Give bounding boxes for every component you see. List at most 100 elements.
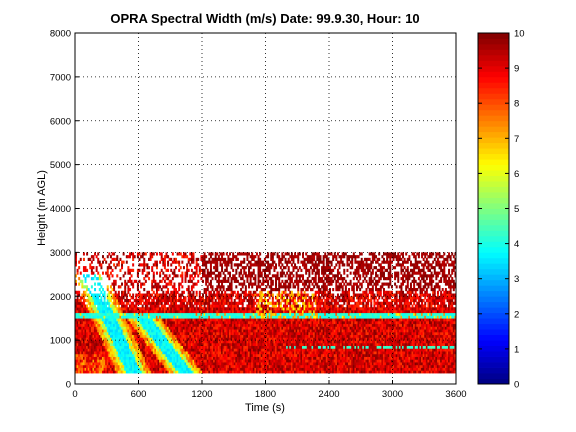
heatmap-cell	[254, 312, 257, 316]
heatmap-cell	[141, 271, 144, 275]
heatmap-cell	[95, 320, 98, 325]
heatmap-cell	[124, 304, 127, 308]
heatmap-cell	[79, 326, 82, 330]
heatmap-cell	[263, 307, 266, 311]
heatmap-cell	[290, 337, 293, 341]
heatmap-cell	[122, 293, 125, 297]
heatmap-cell	[109, 285, 112, 289]
heatmap-cell	[165, 274, 168, 278]
heatmap-cell	[298, 370, 301, 374]
heatmap-cell	[271, 323, 274, 327]
heatmap-cell	[267, 320, 270, 325]
heatmap-cell	[130, 331, 133, 336]
heatmap-cell	[230, 331, 233, 336]
heatmap-cell	[92, 255, 95, 259]
heatmap-cell	[286, 309, 289, 314]
heatmap-cell	[101, 326, 104, 330]
heatmap-cell	[186, 274, 189, 278]
heatmap-cell	[135, 296, 138, 300]
heatmap-cell	[89, 329, 92, 333]
heatmap-cell	[189, 353, 192, 357]
heatmap-cell	[230, 329, 233, 333]
heatmap-cell	[160, 257, 163, 261]
heatmap-cell	[192, 298, 195, 303]
heatmap-cell	[86, 315, 89, 319]
heatmap-cell	[146, 356, 149, 360]
heatmap-cell	[224, 320, 227, 325]
heatmap-cell	[203, 334, 206, 338]
heatmap-cell	[116, 342, 119, 347]
heatmap-cell	[292, 307, 295, 311]
heatmap-cell	[100, 370, 103, 374]
heatmap-cell	[111, 334, 114, 338]
heatmap-cell	[286, 340, 289, 344]
heatmap-cell	[252, 362, 255, 366]
heatmap-cell	[125, 364, 128, 368]
heatmap-cell	[197, 307, 200, 311]
heatmap-cell	[284, 307, 287, 311]
heatmap-cell	[259, 315, 262, 319]
heatmap-cell	[78, 356, 81, 360]
heatmap-cell	[128, 340, 131, 344]
heatmap-cell	[216, 304, 219, 308]
heatmap-cell	[187, 288, 190, 292]
heatmap-cell	[294, 351, 297, 355]
heatmap-cell	[114, 320, 117, 325]
heatmap-cell	[190, 293, 193, 297]
heatmap-cell	[108, 323, 111, 327]
heatmap-cell	[111, 367, 114, 371]
heatmap-cell	[173, 274, 176, 278]
heatmap-cell	[124, 359, 127, 363]
heatmap-cell	[181, 345, 184, 349]
heatmap-cell	[122, 315, 125, 319]
heatmap-cell	[221, 279, 224, 283]
heatmap-cell	[203, 353, 206, 357]
heatmap-cell	[113, 279, 116, 283]
heatmap-cell	[81, 334, 84, 338]
heatmap-cell	[113, 329, 116, 333]
heatmap-cell	[200, 326, 203, 330]
heatmap-cell	[290, 323, 293, 327]
heatmap-cell	[182, 367, 185, 371]
heatmap-cell	[75, 356, 77, 360]
heatmap-cell	[216, 351, 219, 355]
heatmap-cell	[205, 318, 208, 322]
heatmap-cell	[241, 359, 244, 363]
heatmap-cell	[90, 329, 93, 333]
heatmap-cell	[279, 370, 282, 374]
heatmap-cell	[81, 307, 84, 311]
heatmap-cell	[154, 331, 157, 336]
heatmap-cell	[206, 304, 209, 308]
heatmap-cell	[181, 290, 184, 294]
heatmap-cell	[271, 345, 274, 349]
heatmap-cell	[167, 320, 170, 325]
heatmap-cell	[189, 296, 192, 300]
heatmap-cell	[200, 309, 203, 314]
heatmap-cell	[276, 359, 279, 363]
heatmap-cell	[103, 331, 106, 336]
heatmap-cell	[168, 367, 171, 371]
heatmap-cell	[197, 309, 200, 314]
heatmap-cell	[260, 367, 263, 371]
heatmap-cell	[203, 271, 206, 275]
heatmap-cell	[106, 255, 109, 259]
heatmap-cell	[75, 282, 77, 286]
heatmap-cell	[94, 362, 97, 366]
heatmap-cell	[159, 315, 162, 319]
heatmap-cell	[124, 342, 127, 347]
heatmap-cell	[157, 326, 160, 330]
heatmap-cell	[165, 301, 168, 305]
heatmap-cell	[89, 263, 92, 267]
heatmap-cell	[244, 309, 247, 314]
heatmap-cell	[198, 304, 201, 308]
heatmap-cell	[284, 356, 287, 360]
heatmap-cell	[270, 370, 273, 374]
heatmap-cell	[251, 353, 254, 357]
heatmap-cell	[302, 342, 304, 347]
heatmap-cell	[106, 271, 109, 275]
heatmap-cell	[221, 268, 224, 272]
heatmap-cell	[182, 340, 185, 344]
heatmap-cell	[238, 315, 241, 319]
heatmap-cell	[103, 356, 106, 360]
heatmap-cell	[171, 342, 174, 347]
